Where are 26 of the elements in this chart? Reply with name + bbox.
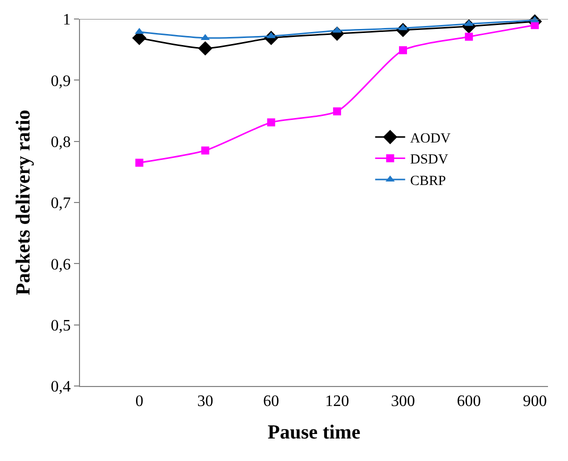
y-tick-label: 0,9 — [50, 72, 71, 90]
point — [398, 46, 407, 54]
x-tick-label: 120 — [325, 393, 350, 410]
y-tick-label: 0,5 — [50, 317, 71, 334]
y-tick-label: 0,4 — [50, 378, 71, 396]
point — [464, 32, 473, 41]
y-axis-title: Packets delivery ratio — [12, 110, 34, 296]
point — [198, 41, 212, 56]
legend-label: DSDV — [410, 152, 448, 168]
legend-label: AODV — [410, 132, 451, 147]
point — [135, 158, 144, 167]
y-tick-label: 0,7 — [50, 195, 71, 212]
point — [267, 118, 276, 126]
x-tick-label: 300 — [390, 393, 415, 410]
x-tick-label: 60 — [263, 393, 280, 410]
point — [333, 107, 342, 116]
y-tick-label: 0,6 — [50, 256, 71, 274]
x-tick-label: 0 — [135, 393, 144, 410]
x-tick-label: 600 — [456, 393, 481, 410]
x-tick-label: 900 — [522, 393, 547, 410]
point — [201, 146, 210, 155]
legend-label: CBRP — [410, 174, 446, 189]
x-tick-label: 30 — [197, 393, 214, 410]
y-tick-label: 0,8 — [50, 134, 71, 151]
x-axis-title: Pause time — [268, 422, 360, 444]
y-tick-label: 1 — [62, 12, 71, 29]
